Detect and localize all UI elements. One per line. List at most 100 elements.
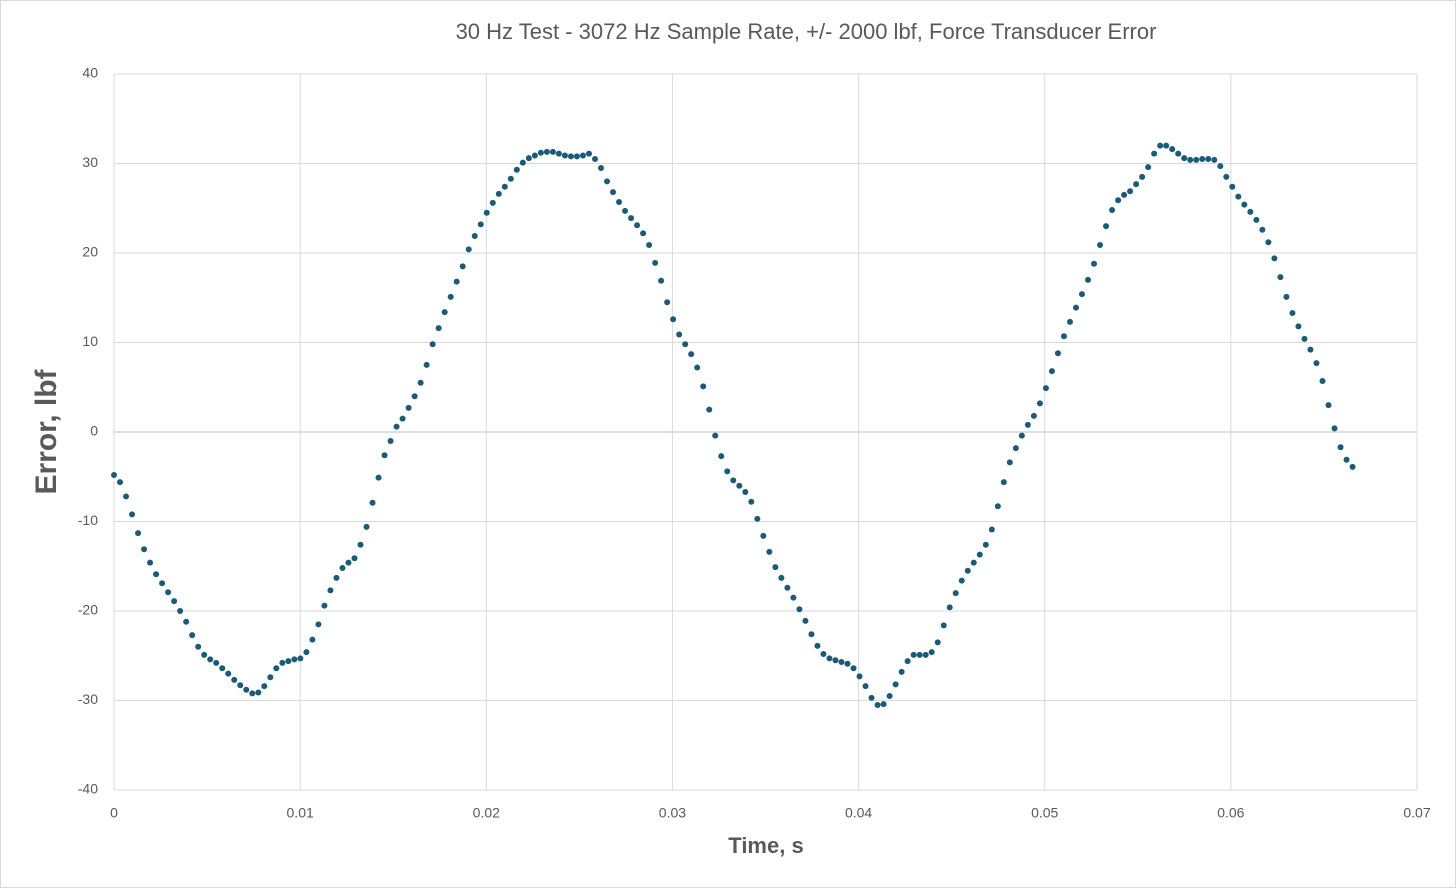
data-point xyxy=(1163,142,1170,149)
data-point xyxy=(1115,197,1122,204)
data-point xyxy=(706,406,713,413)
data-point xyxy=(1085,276,1092,283)
data-point xyxy=(165,589,172,596)
data-point xyxy=(700,383,707,390)
data-point xyxy=(1271,255,1278,262)
data-point xyxy=(910,651,917,658)
data-point xyxy=(1066,318,1073,325)
data-point xyxy=(375,474,382,481)
data-point xyxy=(1199,156,1206,163)
data-point xyxy=(279,659,286,666)
data-point xyxy=(345,559,352,566)
data-point xyxy=(225,670,232,677)
data-point xyxy=(321,602,328,609)
data-point xyxy=(501,183,508,190)
data-point xyxy=(135,530,142,537)
data-point xyxy=(766,548,773,555)
data-point xyxy=(616,198,623,205)
data-point xyxy=(195,643,202,650)
data-point xyxy=(1121,191,1128,198)
data-point xyxy=(676,331,683,338)
y-tick-label: -30 xyxy=(78,691,98,707)
x-tick-label: 0.07 xyxy=(1403,805,1430,821)
data-point xyxy=(201,651,208,658)
data-point xyxy=(748,498,755,505)
data-point xyxy=(1006,459,1013,466)
data-point xyxy=(802,617,809,624)
data-point xyxy=(525,155,532,162)
data-point xyxy=(555,150,562,157)
data-point xyxy=(363,523,370,530)
y-tick-label: 40 xyxy=(82,65,98,81)
y-axis-title: Error, lbf xyxy=(30,368,63,494)
data-point xyxy=(988,526,995,533)
data-point xyxy=(832,657,839,664)
chart-title: 30 Hz Test - 3072 Hz Sample Rate, +/- 20… xyxy=(456,19,1157,44)
x-tick-label: 0.06 xyxy=(1217,805,1244,821)
data-point xyxy=(585,150,592,157)
data-point xyxy=(1259,226,1266,233)
data-point xyxy=(213,659,220,666)
data-point xyxy=(339,565,346,572)
data-point xyxy=(892,681,899,688)
data-point xyxy=(1133,181,1140,188)
data-point xyxy=(844,660,851,667)
data-point xyxy=(207,656,214,663)
data-point xyxy=(976,551,983,558)
data-point xyxy=(628,215,635,222)
data-point xyxy=(405,404,412,411)
x-tick-label: 0.01 xyxy=(287,805,314,821)
y-tick-label: 30 xyxy=(82,154,98,170)
data-point xyxy=(531,152,538,159)
data-point xyxy=(1103,223,1110,230)
data-point xyxy=(760,532,767,539)
data-point xyxy=(856,673,863,680)
data-point xyxy=(952,590,959,597)
y-tick-label: 20 xyxy=(82,244,98,260)
data-point xyxy=(1247,208,1254,215)
data-point xyxy=(886,693,893,700)
data-point xyxy=(1289,309,1296,316)
data-point xyxy=(820,650,827,657)
data-point xyxy=(159,580,166,587)
x-tick-label: 0 xyxy=(110,805,118,821)
data-point xyxy=(357,541,364,548)
data-point xyxy=(465,246,472,253)
data-point xyxy=(267,674,274,681)
data-point xyxy=(970,559,977,566)
data-point xyxy=(183,618,190,625)
data-point xyxy=(904,658,911,665)
data-point xyxy=(417,379,424,386)
data-point xyxy=(1175,150,1182,157)
data-point xyxy=(1319,377,1326,384)
data-point xyxy=(231,676,238,683)
data-point xyxy=(261,683,268,690)
data-point xyxy=(730,477,737,484)
data-point xyxy=(177,608,184,614)
data-point xyxy=(718,453,725,460)
data-point xyxy=(1036,400,1043,407)
data-point xyxy=(381,452,388,459)
data-point xyxy=(1097,241,1104,248)
data-point xyxy=(1229,183,1236,190)
data-point xyxy=(814,642,821,649)
data-point xyxy=(1193,156,1200,163)
data-point xyxy=(712,432,719,439)
data-point xyxy=(543,148,550,155)
data-point xyxy=(579,152,586,159)
data-point xyxy=(1060,333,1067,340)
data-point xyxy=(742,488,749,495)
data-point xyxy=(285,658,292,665)
data-point xyxy=(736,482,743,489)
data-point xyxy=(153,571,160,578)
data-point xyxy=(489,199,496,206)
data-point xyxy=(141,546,148,553)
data-point xyxy=(495,190,502,197)
data-point xyxy=(441,309,448,316)
data-point xyxy=(682,341,689,348)
data-point xyxy=(640,230,647,237)
data-point xyxy=(111,471,117,478)
data-point xyxy=(916,651,923,658)
data-point xyxy=(171,598,178,605)
data-point xyxy=(1313,360,1320,367)
